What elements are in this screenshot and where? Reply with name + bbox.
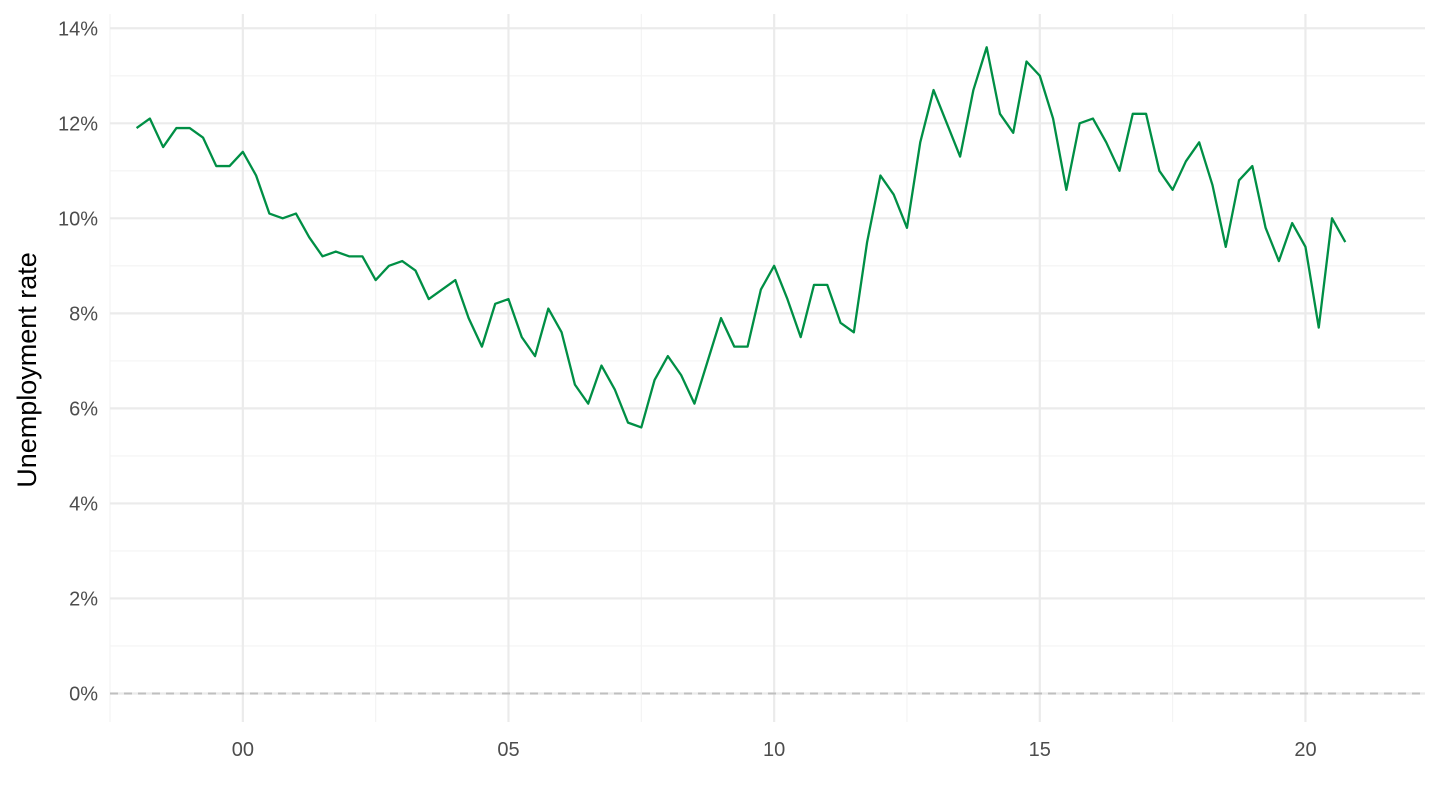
- y-axis-title: Unemployment rate: [12, 252, 42, 488]
- y-tick-label: 8%: [69, 303, 98, 325]
- y-tick-label: 10%: [58, 208, 98, 230]
- x-tick-label: 10: [763, 739, 785, 761]
- major-grid: [110, 14, 1425, 722]
- unemployment-rate-line: [135, 46, 1347, 429]
- y-tick-label: 4%: [69, 493, 98, 515]
- y-tick-label: 6%: [69, 398, 98, 420]
- x-tick-label: 05: [497, 739, 519, 761]
- x-tick-label: 15: [1029, 739, 1051, 761]
- y-tick-label: 2%: [69, 588, 98, 610]
- y-tick-label: 14%: [58, 18, 98, 40]
- minor-grid: [109, 14, 1425, 722]
- y-tick-label: 0%: [69, 683, 98, 705]
- y-tick-label: 12%: [58, 113, 98, 135]
- x-tick-label: 20: [1294, 739, 1316, 761]
- series-layer: [135, 46, 1347, 429]
- x-axis: 00 05 10 15 20: [232, 739, 1317, 761]
- y-axis: 0% 2% 4% 6% 8% 10% 12% 14%: [58, 18, 98, 705]
- x-tick-label: 00: [232, 739, 254, 761]
